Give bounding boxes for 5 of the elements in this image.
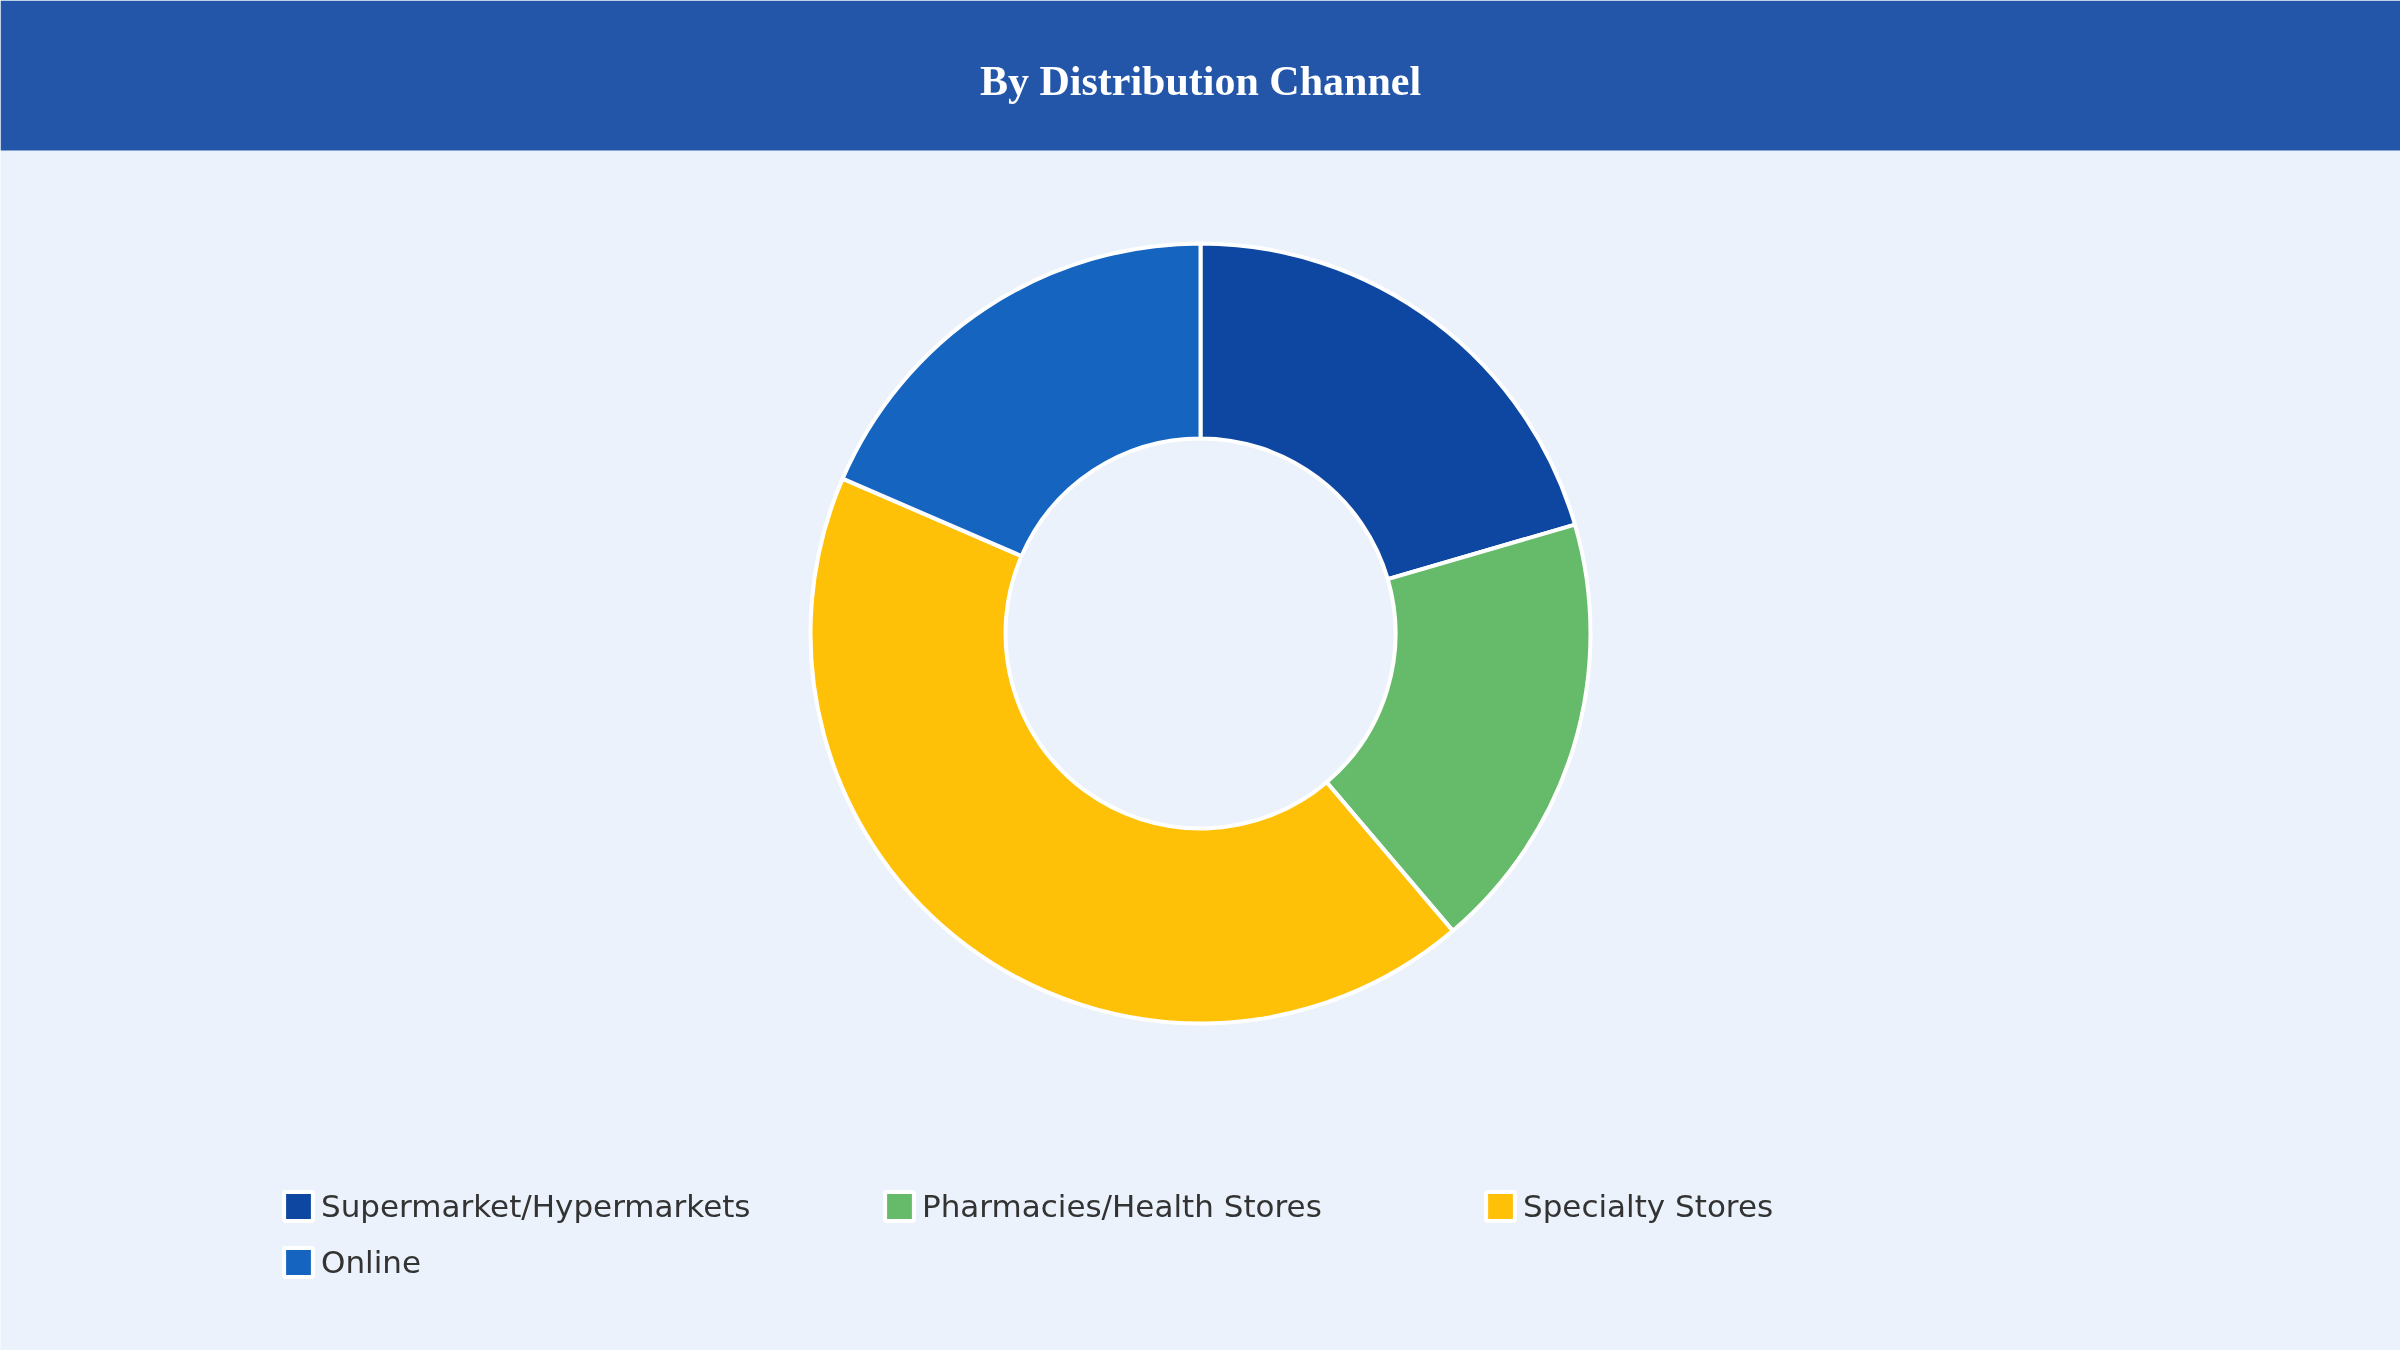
- legend-label: Pharmacies/Health Stores: [922, 1188, 1323, 1224]
- legend-label: Supermarket/Hypermarkets: [321, 1188, 752, 1224]
- chart-title: By Distribution Channel: [979, 57, 1422, 104]
- legend-label: Specialty Stores: [1523, 1188, 1775, 1224]
- legend-label: Online: [321, 1244, 422, 1280]
